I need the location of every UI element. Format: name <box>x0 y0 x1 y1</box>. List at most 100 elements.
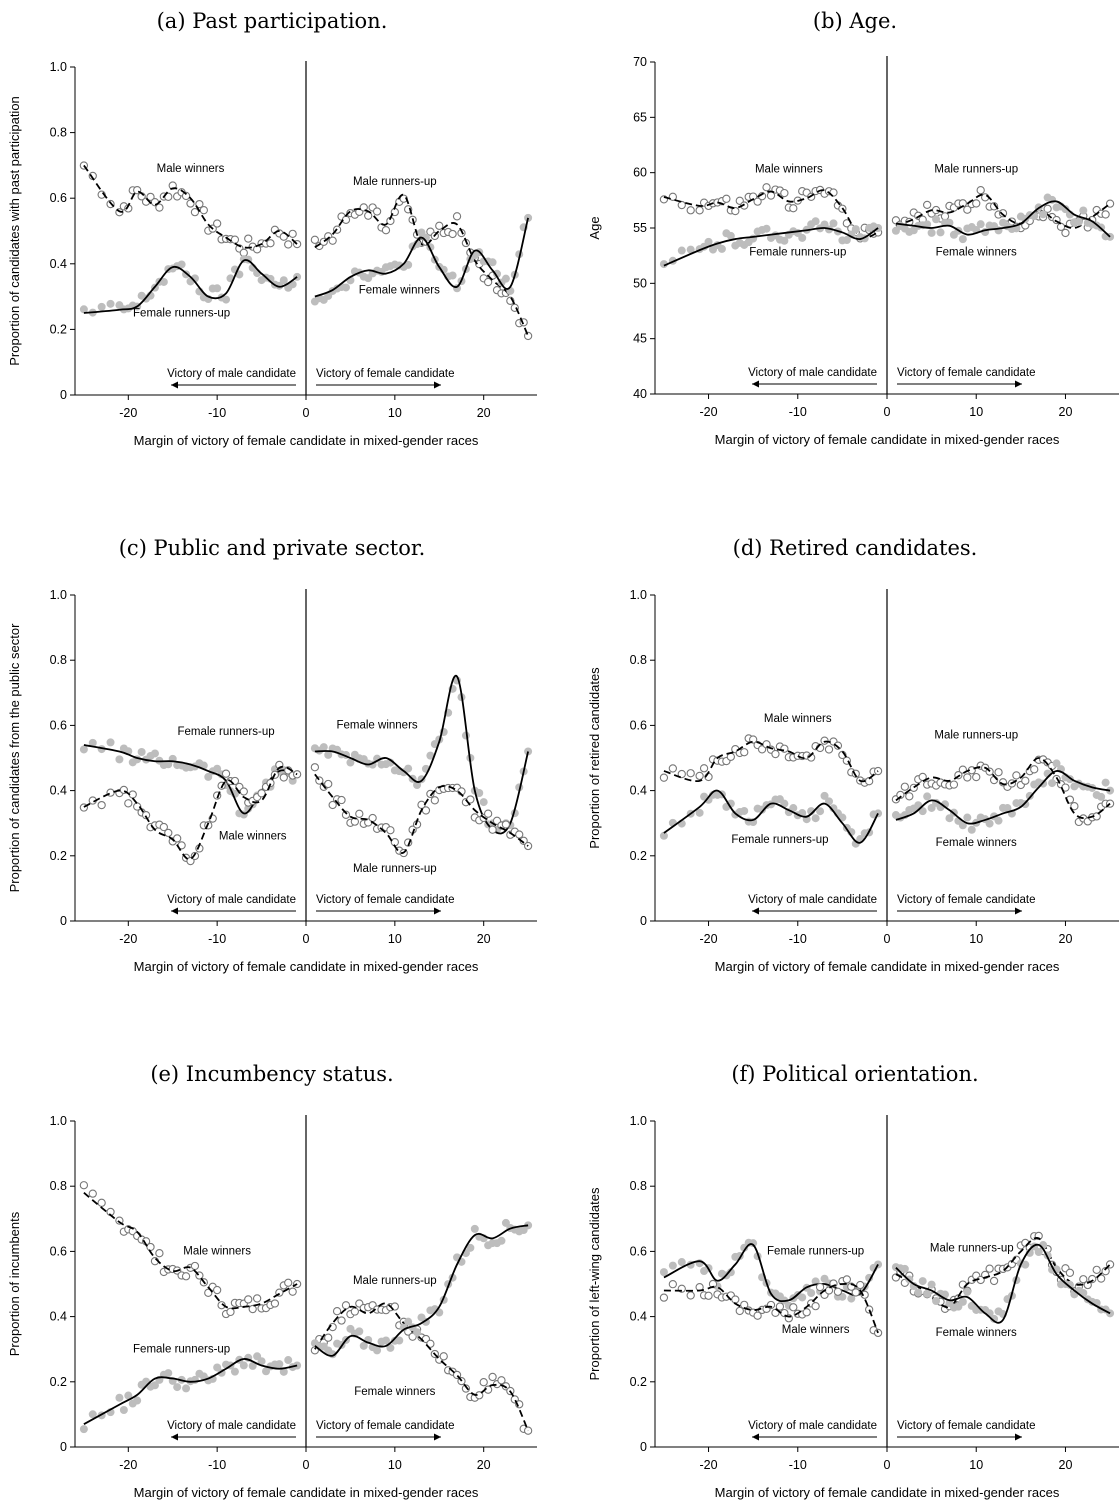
data-point-filled <box>1061 205 1070 214</box>
data-point-filled <box>177 260 186 269</box>
data-point-hollow <box>1079 1275 1088 1284</box>
data-point-hollow <box>173 834 182 843</box>
data-point-filled <box>479 798 488 807</box>
data-point-hollow <box>833 1287 843 1296</box>
series-annotation: Female winners <box>359 284 440 296</box>
data-point-filled <box>404 260 413 269</box>
data-point-hollow <box>292 770 302 779</box>
data-point-filled <box>417 228 426 237</box>
data-point-hollow <box>257 789 266 798</box>
data-point-filled <box>284 1356 293 1365</box>
data-point-hollow <box>155 203 164 212</box>
data-point-filled <box>932 215 941 224</box>
data-point-filled <box>493 269 502 278</box>
data-point-hollow <box>985 1264 994 1273</box>
x-tick-label: -10 <box>789 932 807 946</box>
data-point-filled <box>501 274 510 283</box>
data-point-hollow <box>310 763 320 772</box>
data-point-hollow <box>1061 228 1070 238</box>
x-tick-label: -20 <box>119 1458 137 1472</box>
data-point-hollow <box>1043 204 1052 213</box>
data-point-filled <box>717 244 726 253</box>
data-point-hollow <box>722 194 731 203</box>
data-point-filled <box>985 819 994 828</box>
data-point-filled <box>990 1314 999 1323</box>
panel-title: (d) Retired candidates. <box>733 536 978 560</box>
plot-area <box>659 734 1115 848</box>
data-point-hollow <box>753 197 762 206</box>
series-annotation: Male winners <box>183 1246 251 1258</box>
data-point-hollow <box>704 1291 713 1300</box>
series-female-winners <box>891 759 1115 834</box>
data-point-filled <box>413 1328 422 1337</box>
victory-male-label: Victory of male candidate <box>748 1420 877 1432</box>
victory-male-label: Victory of male candidate <box>167 1420 296 1432</box>
data-point-filled <box>257 1357 266 1366</box>
data-point-filled <box>945 814 954 823</box>
chart-panel-2: (c) Public and private sector. 0 0.2 0.4 0.6… <box>7 536 537 974</box>
y-tick-label: 0.4 <box>50 1310 67 1324</box>
data-point-hollow <box>989 1276 999 1286</box>
series-male-runners-up <box>310 194 533 341</box>
y-axis-label: Proportion of retired candidates <box>587 667 602 849</box>
fit-curve <box>895 200 1111 238</box>
data-point-filled <box>106 299 115 308</box>
data-point-hollow <box>905 792 914 801</box>
data-point-filled <box>726 231 735 240</box>
data-point-filled <box>230 1367 239 1376</box>
y-tick-label: 0 <box>640 914 647 928</box>
series-female-runners-up <box>659 789 883 848</box>
plot-area <box>79 161 533 341</box>
series-annotation: Male runners-up <box>930 1242 1014 1254</box>
data-point-hollow <box>1070 802 1079 811</box>
data-point-hollow <box>802 1308 811 1317</box>
data-point-hollow <box>789 1303 798 1312</box>
data-point-hollow <box>515 830 524 839</box>
series-female-runners-up <box>79 738 302 819</box>
data-point-filled <box>668 1261 677 1270</box>
series-annotation: Male runners-up <box>934 729 1018 741</box>
data-point-hollow <box>452 212 462 221</box>
data-point-hollow <box>284 240 293 249</box>
data-point-filled <box>677 1258 686 1267</box>
data-point-filled <box>164 760 173 769</box>
series-annotation: Male runners-up <box>353 176 437 188</box>
data-point-filled <box>914 1288 923 1297</box>
data-point-hollow <box>288 229 297 238</box>
data-point-hollow <box>1021 776 1030 785</box>
data-point-filled <box>115 755 124 764</box>
data-point-hollow <box>337 795 346 805</box>
fit-curve <box>314 773 529 854</box>
arrow-right-head <box>434 1433 441 1441</box>
data-point-filled <box>470 1224 479 1233</box>
y-tick-label: 1.0 <box>50 60 67 74</box>
data-point-hollow <box>97 1198 106 1207</box>
data-point-filled <box>399 1323 408 1332</box>
data-point-hollow <box>865 1305 874 1314</box>
data-point-hollow <box>448 229 457 239</box>
data-point-hollow <box>842 1275 851 1284</box>
data-point-hollow <box>488 1372 497 1382</box>
y-tick-label: 70 <box>633 55 647 69</box>
series-annotation: Female runners-up <box>133 1343 230 1355</box>
series-female-runners-up <box>79 1352 302 1434</box>
series-male-winners <box>659 1275 883 1338</box>
data-point-hollow <box>328 236 337 245</box>
arrow-left-head <box>171 1433 178 1441</box>
data-point-filled <box>79 745 88 754</box>
y-tick-label: 55 <box>633 221 647 235</box>
data-point-filled <box>811 217 820 226</box>
data-point-hollow <box>213 1285 222 1295</box>
y-tick-label: 1.0 <box>50 588 67 602</box>
series-male-runners-up <box>891 755 1115 827</box>
data-point-hollow <box>328 800 337 810</box>
data-point-hollow <box>896 790 905 800</box>
victory-female-label: Victory of female candidate <box>316 894 455 906</box>
fit-curve <box>895 193 1111 229</box>
data-point-hollow <box>762 183 771 192</box>
data-point-hollow <box>181 1272 191 1281</box>
arrow-left-head <box>171 907 178 915</box>
data-point-hollow <box>824 1286 834 1295</box>
data-point-hollow <box>668 192 677 201</box>
